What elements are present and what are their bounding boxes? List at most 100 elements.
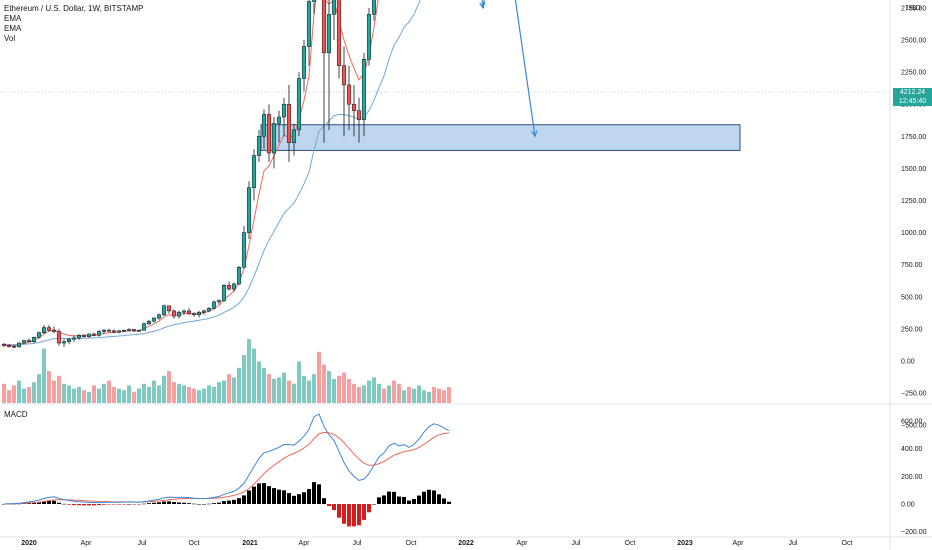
- macd-histogram-bar: [187, 503, 191, 504]
- volume-bar: [112, 387, 116, 403]
- macd-histogram-bar: [62, 503, 66, 505]
- macd-histogram-bar: [122, 504, 126, 505]
- macd-histogram-bar: [112, 504, 116, 505]
- volume-bar: [357, 387, 361, 403]
- macd-histogram-bar: [402, 496, 406, 504]
- price-tick-label: 1250.00: [901, 198, 926, 205]
- macd-histogram-bar: [82, 504, 86, 506]
- macd-legend[interactable]: MACD: [4, 410, 28, 419]
- projection-arrows: [479, 0, 538, 138]
- macd-signal-line: [3, 431, 450, 505]
- candle-body: [166, 305, 172, 312]
- macd-histogram-bar: [222, 501, 226, 504]
- volume-bar: [217, 382, 221, 403]
- volume-bar: [27, 387, 31, 403]
- price-tick-label: 2250.00: [901, 70, 926, 77]
- candle-body: [366, 14, 372, 60]
- macd-histogram-bar: [337, 504, 341, 518]
- volume-bar: [202, 388, 206, 403]
- volume-bar: [427, 391, 431, 403]
- candle-body: [346, 84, 352, 105]
- ema-legend-2[interactable]: EMA: [4, 24, 22, 33]
- price-axis: 5250.005000.004750.004500.004250.004000.…: [901, 5, 927, 429]
- candle-body: [6, 345, 12, 347]
- volume-bar: [437, 388, 441, 403]
- macd-histogram-bar: [387, 491, 391, 504]
- volume-bar: [167, 371, 171, 403]
- volume-bar: [162, 375, 166, 403]
- macd-pane: [2, 413, 451, 527]
- price-tick-label: 1000.00: [901, 230, 926, 237]
- macd-histogram-bar: [182, 502, 186, 504]
- time-tick-label: 2022: [458, 540, 474, 547]
- candle-body: [296, 78, 302, 131]
- volume-bars: [2, 339, 451, 403]
- macd-histogram-bar: [412, 499, 416, 504]
- macd-histogram-bar: [342, 504, 346, 524]
- time-tick-label: Apr: [733, 540, 745, 547]
- candle-body: [216, 300, 222, 303]
- projection-arrow-segment: [481, 0, 484, 8]
- volume-bar: [407, 387, 411, 403]
- candle-body: [266, 114, 272, 154]
- time-tick-label: Oct: [625, 540, 636, 547]
- volume-bar: [207, 385, 211, 403]
- macd-histogram-bar: [117, 504, 121, 505]
- macd-histogram-bar: [2, 504, 6, 505]
- volume-bar: [152, 380, 156, 403]
- volume-bar: [387, 385, 391, 403]
- volume-bar: [287, 380, 291, 403]
- macd-histogram-bar: [422, 491, 426, 504]
- candle-body: [156, 314, 162, 319]
- volume-bar: [312, 374, 316, 403]
- macd-histogram-bar: [37, 501, 41, 504]
- volume-bar: [277, 377, 281, 403]
- volume-legend[interactable]: Vol: [4, 34, 16, 43]
- countdown-value: 12:45:40: [898, 98, 927, 105]
- volume-bar: [22, 388, 26, 403]
- candle-body: [96, 331, 102, 336]
- candle-body: [196, 311, 202, 316]
- volume-bar: [367, 380, 371, 403]
- candle-body: [51, 329, 57, 332]
- volume-bar: [257, 361, 261, 403]
- volume-bar: [57, 375, 61, 403]
- macd-histogram-bar: [407, 500, 411, 504]
- macd-tick-label: 0.00: [901, 502, 915, 509]
- candle-body: [1, 344, 7, 346]
- macd-histogram-bar: [282, 490, 286, 504]
- volume-bar: [322, 364, 326, 403]
- volume-bar: [197, 390, 201, 403]
- volume-bar: [102, 383, 106, 403]
- volume-bar: [117, 388, 121, 403]
- candle-body: [31, 336, 37, 342]
- macd-histogram-bar: [397, 496, 401, 504]
- macd-histogram-bar: [252, 486, 256, 504]
- time-tick-label: Jul: [138, 540, 147, 547]
- volume-bar: [147, 387, 151, 403]
- volume-bar: [182, 385, 186, 403]
- price-tick-label: 250.00: [901, 326, 923, 333]
- candle-body: [116, 330, 122, 333]
- candle-body: [16, 342, 22, 348]
- macd-histogram-bar: [437, 494, 441, 504]
- candle-body: [36, 332, 42, 338]
- candle-body: [246, 187, 252, 233]
- macd-histogram-bar: [192, 503, 196, 505]
- time-tick-label: Oct: [189, 540, 200, 547]
- currency-label: USD: [906, 5, 921, 12]
- macd-histogram-bar: [297, 494, 301, 504]
- volume-bar: [272, 379, 276, 403]
- candle-body: [221, 284, 227, 301]
- candle-body: [176, 311, 182, 317]
- volume-bar: [227, 374, 231, 403]
- projection-arrow-segment: [514, 0, 536, 137]
- macd-histogram-bar: [217, 502, 221, 504]
- candle-body: [206, 308, 212, 312]
- macd-histogram-bar: [332, 504, 336, 511]
- candle-body: [276, 116, 282, 124]
- candle-body: [111, 330, 117, 333]
- ema-legend-1[interactable]: EMA: [4, 14, 22, 23]
